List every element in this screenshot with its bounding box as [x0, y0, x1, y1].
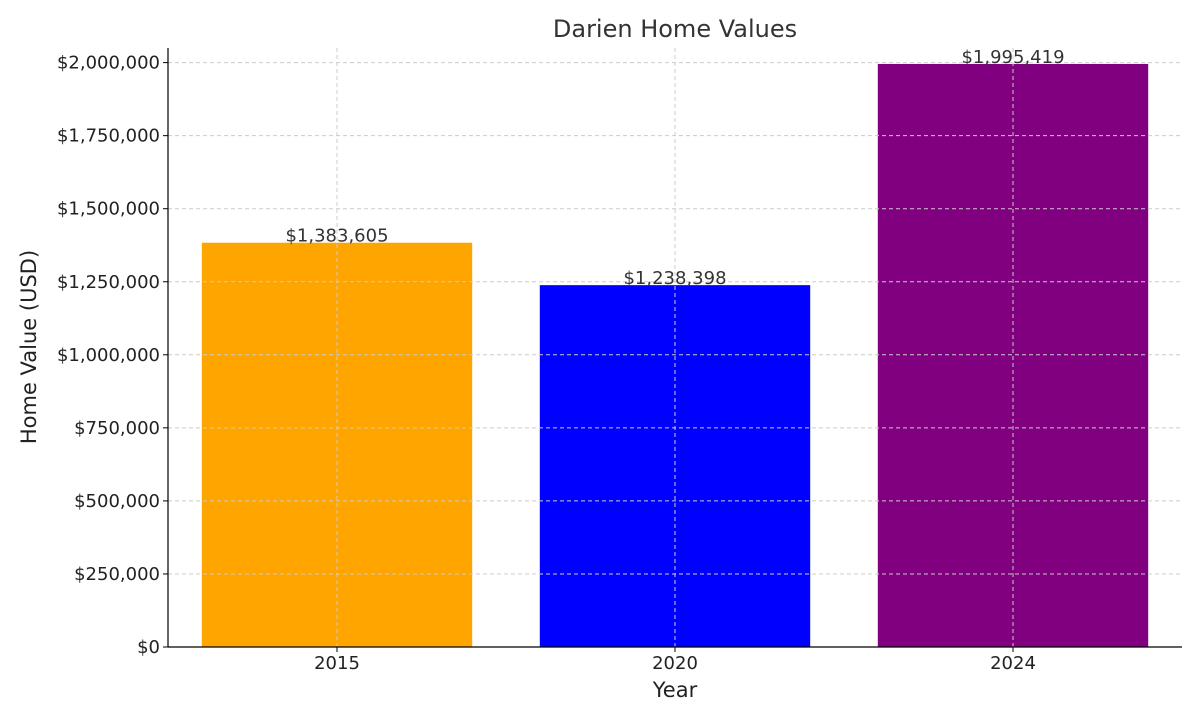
bar-2020 — [539, 285, 811, 647]
x-axis-label: Year — [652, 678, 698, 702]
y-tick-label: $500,000 — [74, 491, 160, 512]
x-tick-label: 2024 — [990, 653, 1036, 674]
chart-title: Darien Home Values — [553, 15, 797, 43]
bar-value-label: $1,383,605 — [285, 226, 388, 247]
grid-layer — [168, 48, 1182, 648]
y-tick-label: $250,000 — [74, 564, 160, 585]
bar-value-labels: $1,383,605 $1,238,398 $1,995,419 — [285, 47, 1064, 289]
x-tick-labels: 2015 2020 2024 — [314, 647, 1036, 674]
x-tick-label: 2015 — [314, 653, 360, 674]
x-tick-label: 2020 — [652, 653, 698, 674]
y-tick-label: $1,750,000 — [57, 126, 160, 147]
y-tick-label: $1,000,000 — [57, 345, 160, 366]
bar-value-label: $1,995,419 — [961, 47, 1064, 68]
y-tick-label: $1,250,000 — [57, 272, 160, 293]
y-tick-label: $0 — [137, 637, 160, 658]
y-tick-label: $2,000,000 — [57, 53, 160, 74]
y-axis-label: Home Value (USD) — [17, 250, 41, 444]
y-tick-label: $1,500,000 — [57, 199, 160, 220]
y-tick-labels: $0 $250,000 $500,000 $750,000 $1,000,000 $1,2… — [57, 53, 168, 658]
y-tick-label: $750,000 — [74, 418, 160, 439]
bar-value-label: $1,238,398 — [623, 268, 726, 289]
